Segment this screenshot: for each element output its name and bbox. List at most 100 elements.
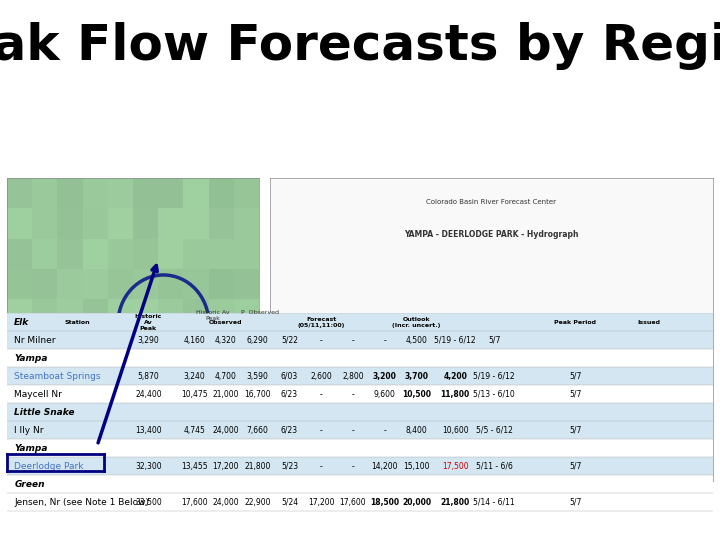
Text: 32,300: 32,300 <box>135 462 161 471</box>
Text: 17,600: 17,600 <box>340 498 366 507</box>
Text: -: - <box>320 390 323 399</box>
Text: -: - <box>351 390 354 399</box>
Text: -: - <box>383 426 386 435</box>
Text: Steamboat Springs: Steamboat Springs <box>14 372 101 381</box>
Text: 5/22: 5/22 <box>281 336 298 345</box>
Text: 7,660: 7,660 <box>247 426 269 435</box>
Text: Peak Period: Peak Period <box>554 320 596 325</box>
Text: 5/7: 5/7 <box>488 336 500 345</box>
Text: 6/23: 6/23 <box>281 390 298 399</box>
Text: 11,800: 11,800 <box>441 390 470 399</box>
Text: 6,290: 6,290 <box>247 336 269 345</box>
Text: I Ily Nr: I Ily Nr <box>14 426 44 435</box>
Text: Green: Green <box>14 480 45 489</box>
Text: 10,475: 10,475 <box>181 390 207 399</box>
Text: YAMPA - DEERLODGE PARK - Hydrograph: YAMPA - DEERLODGE PARK - Hydrograph <box>404 230 579 239</box>
Text: 10,500: 10,500 <box>402 390 431 399</box>
Text: 24,400: 24,400 <box>135 390 161 399</box>
Text: 3,200: 3,200 <box>373 372 397 381</box>
Text: Issued: Issued <box>638 320 661 325</box>
Text: Yampa: Yampa <box>14 444 48 453</box>
Text: 4,745: 4,745 <box>184 426 205 435</box>
Bar <box>7 439 713 457</box>
Text: 8,400: 8,400 <box>405 426 428 435</box>
Text: 17,600: 17,600 <box>181 498 207 507</box>
Text: 5/7: 5/7 <box>569 498 581 507</box>
Text: Historic
Av
Peak: Historic Av Peak <box>135 314 162 330</box>
Text: 5/13 - 6/10: 5/13 - 6/10 <box>473 390 515 399</box>
Text: P  Observed: P Observed <box>241 310 279 315</box>
Text: 2,600: 2,600 <box>310 372 332 381</box>
Text: 17,500: 17,500 <box>442 462 469 471</box>
Bar <box>7 403 713 421</box>
Text: 24,000: 24,000 <box>212 426 239 435</box>
Text: 33,500: 33,500 <box>135 498 162 507</box>
Text: 22,900: 22,900 <box>244 498 271 507</box>
Text: 16,700: 16,700 <box>244 390 271 399</box>
Text: Little Snake: Little Snake <box>14 408 75 417</box>
Bar <box>7 457 713 475</box>
Text: Nr Milner: Nr Milner <box>14 336 55 345</box>
Text: 5/5 - 6/12: 5/5 - 6/12 <box>476 426 513 435</box>
Text: 13,400: 13,400 <box>135 426 161 435</box>
Text: 17,200: 17,200 <box>308 498 335 507</box>
Text: 5/7: 5/7 <box>569 426 581 435</box>
Text: Yampa: Yampa <box>14 354 48 363</box>
Text: -: - <box>320 336 323 345</box>
Text: Deerlodge Park: Deerlodge Park <box>14 462 84 471</box>
Text: 21,800: 21,800 <box>441 498 470 507</box>
Text: -: - <box>351 426 354 435</box>
Text: 17,200: 17,200 <box>212 462 239 471</box>
Bar <box>7 367 713 385</box>
Text: 9,600: 9,600 <box>374 390 395 399</box>
Bar <box>7 421 713 439</box>
Text: 5/24: 5/24 <box>281 498 298 507</box>
Bar <box>7 313 713 331</box>
Text: 14,200: 14,200 <box>372 462 398 471</box>
Text: -: - <box>383 336 386 345</box>
Text: 5/23: 5/23 <box>281 462 298 471</box>
Text: 5/19 - 6/12: 5/19 - 6/12 <box>473 372 515 381</box>
Text: 4,160: 4,160 <box>184 336 205 345</box>
Text: Peak Flow Forecasts by Region: Peak Flow Forecasts by Region <box>0 22 720 70</box>
Text: 20,000: 20,000 <box>402 498 431 507</box>
Text: 3,240: 3,240 <box>184 372 205 381</box>
Text: 6/03: 6/03 <box>281 372 298 381</box>
Text: 4,320: 4,320 <box>215 336 237 345</box>
Text: 3,700: 3,700 <box>405 372 428 381</box>
Text: Forecast
(05/11,11:00): Forecast (05/11,11:00) <box>297 317 345 328</box>
Text: Station: Station <box>65 320 91 325</box>
Text: 4,200: 4,200 <box>444 372 467 381</box>
Bar <box>7 349 713 367</box>
Text: 15,100: 15,100 <box>403 462 430 471</box>
Text: 3,290: 3,290 <box>138 336 159 345</box>
Text: 5/11 - 6/6: 5/11 - 6/6 <box>476 462 513 471</box>
Text: -: - <box>320 462 323 471</box>
Bar <box>7 493 713 511</box>
Text: -: - <box>351 462 354 471</box>
Text: 21,000: 21,000 <box>212 390 239 399</box>
Text: 6/23: 6/23 <box>281 426 298 435</box>
Text: Jensen, Nr (see Note 1 Below): Jensen, Nr (see Note 1 Below) <box>14 498 149 507</box>
Text: 4,500: 4,500 <box>405 336 428 345</box>
Text: -: - <box>320 426 323 435</box>
Text: 10,600: 10,600 <box>442 426 469 435</box>
Text: 18,500: 18,500 <box>370 498 400 507</box>
Bar <box>7 385 713 403</box>
Text: -: - <box>351 336 354 345</box>
Text: 5,870: 5,870 <box>138 372 159 381</box>
Text: Colorado Basin River Forecast Center: Colorado Basin River Forecast Center <box>426 199 557 205</box>
Text: Historic Av
Peak: Historic Av Peak <box>196 310 229 321</box>
Text: 3,590: 3,590 <box>247 372 269 381</box>
Bar <box>7 475 713 493</box>
Bar <box>7 313 713 331</box>
Text: 5/7: 5/7 <box>569 462 581 471</box>
Text: 5/7: 5/7 <box>569 372 581 381</box>
Text: 2,800: 2,800 <box>342 372 364 381</box>
Bar <box>7 331 713 349</box>
Text: 4,700: 4,700 <box>215 372 237 381</box>
Text: 13,455: 13,455 <box>181 462 207 471</box>
Text: 5/7: 5/7 <box>569 390 581 399</box>
Text: 5/14 - 6/11: 5/14 - 6/11 <box>473 498 515 507</box>
Text: 24,000: 24,000 <box>212 498 239 507</box>
